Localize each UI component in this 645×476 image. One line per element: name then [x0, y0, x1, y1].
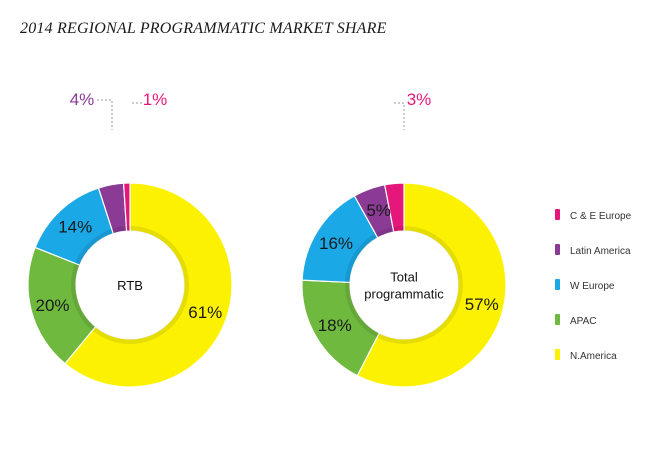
total-label-apac: 18% — [318, 316, 352, 335]
rtb-leader-latin-america — [97, 99, 113, 130]
total-center-label: programmatic — [364, 287, 444, 302]
rtb-center-hole — [76, 231, 184, 339]
rtb-slice-rim-apac — [70, 263, 96, 331]
total-leader-c-e-europe — [394, 102, 405, 130]
legend-label-n-america: N.America — [570, 351, 617, 362]
rtb-label-apac: 20% — [35, 296, 69, 315]
chart-title: 2014 REGIONAL PROGRAMMATIC MARKET SHARE — [20, 20, 387, 37]
total-slice-rim-w-europe — [345, 233, 378, 283]
rtb-label-latin-america: 4% — [70, 90, 95, 109]
rtb-slice-rim-w-europe — [75, 228, 114, 266]
legend-swatch-n-america — [555, 349, 560, 360]
rtb-slice-rim-c-e-europe — [126, 226, 130, 232]
rtb-slice-rim-n-america — [92, 226, 190, 345]
legend-swatch-w-europe — [555, 279, 560, 290]
total-label-w-europe: 16% — [319, 234, 353, 253]
total-slice-rim-latin-america — [375, 227, 394, 238]
total-slice-rim-apac — [345, 282, 380, 338]
rtb-label-n-america: 61% — [188, 303, 222, 322]
rtb-center-label: RTB — [117, 278, 143, 293]
rtb-label-w-europe: 14% — [58, 218, 92, 237]
total-label-n-america: 57% — [465, 295, 499, 314]
legend-swatch-latin-america — [555, 244, 560, 255]
legend-swatch-apac — [555, 314, 560, 325]
total-center-label: Total — [390, 270, 418, 285]
rtb-label-c-e-europe: 1% — [143, 90, 168, 109]
total-slice-rim-c-e-europe — [392, 226, 404, 232]
total-label-c-e-europe: 3% — [407, 90, 432, 109]
legend-label-apac: APAC — [570, 316, 597, 327]
donut-chart-rtb: RTB 61% 20% 14% 4% 1% — [27, 90, 233, 388]
legend-label-c-e-europe: C & E Europe — [570, 211, 632, 222]
legend-label-w-europe: W Europe — [570, 281, 615, 292]
legend-label-latin-america: Latin America — [570, 246, 631, 257]
total-label-latin-america: 5% — [366, 201, 391, 220]
legend: C & E Europe Latin America W Europe APAC N.A… — [555, 209, 632, 362]
donut-chart-total-programmatic: Total programmatic 57% 18% 16% 5% 3% — [301, 90, 507, 388]
legend-swatch-c-e-europe — [555, 209, 560, 220]
total-center-hole — [350, 231, 458, 339]
rtb-slice-rim-latin-america — [111, 226, 127, 234]
